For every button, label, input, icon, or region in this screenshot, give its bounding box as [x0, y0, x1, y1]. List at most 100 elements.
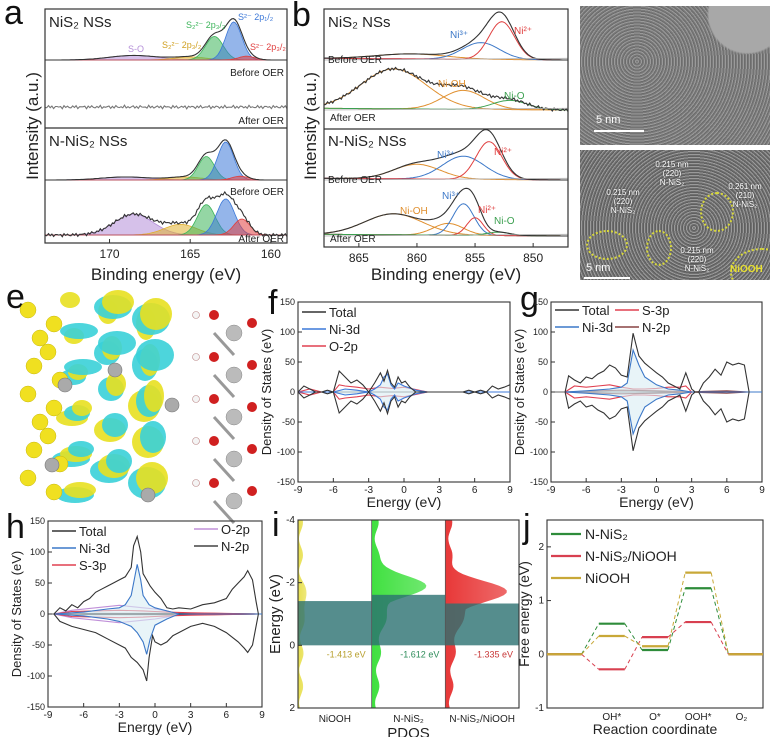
chart-h-dos: -9 -6 -3 0 3 6 9 -150 -100 -50 0 50 100 150 Energy (eV… — [9, 516, 265, 735]
j-xtick-label-3: O₂ — [736, 712, 748, 723]
j-legend-label-1: N-NiS₂/NiOOH — [585, 548, 677, 564]
d-ann4-spacing: 0.215 nm — [680, 246, 714, 255]
f-xtick-label-4: 3 — [437, 485, 443, 496]
e-o-right-3 — [247, 444, 257, 454]
e-h-1 — [192, 353, 200, 361]
b-sample-top: NiS₂ NSs — [328, 14, 391, 31]
h-ytick-label-1: -100 — [27, 671, 45, 681]
f-ytick-label-6: 150 — [280, 297, 295, 307]
e-s-atom-3 — [39, 343, 57, 361]
a-sample-top: NiS₂ NSs — [49, 14, 112, 31]
d-ring-1 — [586, 230, 628, 260]
j-connector-1-2 — [667, 621, 686, 638]
g-xlabel: Energy (eV) — [619, 494, 694, 510]
h-xtick-label-5: 6 — [224, 710, 230, 721]
f-ytick-label-0: -150 — [277, 477, 295, 487]
h-ylabel: Density of States (eV) — [9, 551, 24, 677]
d-ring-2 — [646, 230, 672, 266]
e-isosurface-30 — [64, 482, 96, 498]
h-xtick-label-6: 9 — [259, 710, 265, 721]
a-envelope-2 — [45, 139, 287, 181]
b-sample-bottom: N-NiS₂ NSs — [328, 133, 406, 150]
i-dband-region-0 — [298, 601, 372, 646]
e-ni-1 — [225, 366, 243, 384]
e-ni-atom-3 — [140, 487, 156, 503]
e-o-right-0 — [247, 318, 257, 328]
e-isosurface-26 — [136, 462, 168, 494]
e-o-left-3 — [209, 436, 219, 446]
panel-letter-j: j — [523, 508, 531, 546]
b-xtick-label-1: 860 — [407, 251, 427, 265]
j-connector-2-1 — [624, 635, 643, 647]
a-before-bottom: Before OER — [230, 187, 284, 198]
a-before-top: Before OER — [230, 68, 284, 79]
i-dband-label-0: -1.413 eV — [327, 649, 366, 659]
e-s-atom-13 — [45, 483, 63, 501]
i-xlabel: PDOS — [387, 725, 430, 737]
chart-b-xps-ni2p: Intensity (a.u.) NiS₂ NSs N-NiS₂ NSs Bef… — [301, 8, 569, 284]
f-legend-label-1: Ni-3d — [329, 322, 360, 337]
e-s-atom-2 — [31, 329, 49, 347]
b-ylabel: Intensity (a.u.) — [301, 72, 320, 180]
e-bond-3 — [212, 457, 236, 483]
f-xtick-label-6: 9 — [507, 485, 513, 496]
g-xtick-label-4: 3 — [689, 485, 695, 496]
j-connector-0-0 — [581, 623, 600, 655]
f-legend-label-2: O-2p — [329, 339, 358, 354]
f-xtick-label-2: -3 — [364, 485, 373, 496]
b-baseline-2 — [323, 177, 569, 181]
e-isosurface-37 — [106, 449, 132, 473]
e-isosurface-29 — [140, 421, 166, 453]
g-ytick-label-0: -150 — [530, 477, 548, 487]
i-category-0: NiOOH — [319, 714, 351, 725]
h-legend-label-0: Total — [79, 524, 107, 539]
h-ytick-label-6: 150 — [30, 516, 45, 526]
h-series-Ni-3d-down — [53, 613, 262, 655]
d-ring-3 — [700, 192, 734, 232]
e-h-2 — [192, 395, 200, 403]
g-xtick-label-2: -3 — [617, 485, 626, 496]
g-xtick-label-6: 9 — [759, 485, 765, 496]
tem-image-d: 0.215 nm (220) N-NiS₂ 0.215 nm (220) N-N… — [580, 150, 770, 280]
e-nis2-slab-with-charge-density — [19, 290, 180, 503]
b-envelope-2 — [324, 129, 568, 181]
c-scale-label: 5 nm — [596, 114, 621, 126]
f-ytick-label-1: -100 — [277, 447, 295, 457]
b-envelope-0 — [324, 11, 568, 61]
j-xtick-label-1: O* — [649, 712, 661, 723]
a-after-bottom: After OER — [238, 234, 284, 245]
f-xlabel: Energy (eV) — [367, 494, 442, 510]
a-after-top: After OER — [238, 116, 284, 127]
g-ytick-label-2: -50 — [535, 417, 548, 427]
b-peak-3-0 — [323, 213, 568, 237]
e-isosurface-27 — [60, 323, 98, 339]
e-isosurface-31 — [98, 331, 136, 355]
j-xtick-label-2: OOH* — [685, 712, 712, 723]
a-peak-2-4 — [45, 175, 287, 181]
b-label-ni3-after: Ni³⁺ — [442, 191, 460, 202]
h-ytick-label-4: 50 — [35, 578, 45, 588]
b-xtick-label-2: 855 — [465, 251, 485, 265]
d-annotation-3: 0.261 nm (210) N-NiS₂ — [720, 182, 770, 209]
h-xtick-label-2: -3 — [115, 710, 124, 721]
a-label-so: S-O — [128, 44, 144, 54]
b-after-top: After OER — [330, 113, 376, 124]
g-ylabel: Density of States (eV) — [512, 329, 527, 455]
i-pdos-1 — [371, 520, 427, 708]
panel-letter-e: e — [6, 278, 25, 316]
d-niooh-label: NiOOH — [730, 264, 763, 275]
h-legend-label-1: Ni-3d — [79, 541, 110, 556]
g-xtick-label-5: 6 — [724, 485, 730, 496]
c-scale-bar — [594, 130, 644, 132]
g-xtick-label-1: -6 — [582, 485, 591, 496]
g-xtick-label-3: 0 — [654, 485, 660, 496]
h-series-Total-up — [53, 534, 259, 615]
d-ann1-phase: N-NiS₂ — [659, 178, 685, 187]
b-after-bottom: After OER — [330, 234, 376, 245]
a-label-s22-main: S₂²⁻ 2p₃/₂ — [186, 20, 226, 30]
b-xtick-label-3: 850 — [523, 251, 543, 265]
d-ann1-spacing: 0.215 nm — [655, 160, 689, 169]
e-s-atom-0 — [19, 301, 37, 319]
g-series-Total-down — [564, 391, 750, 451]
h-ytick-label-2: -50 — [32, 640, 45, 650]
